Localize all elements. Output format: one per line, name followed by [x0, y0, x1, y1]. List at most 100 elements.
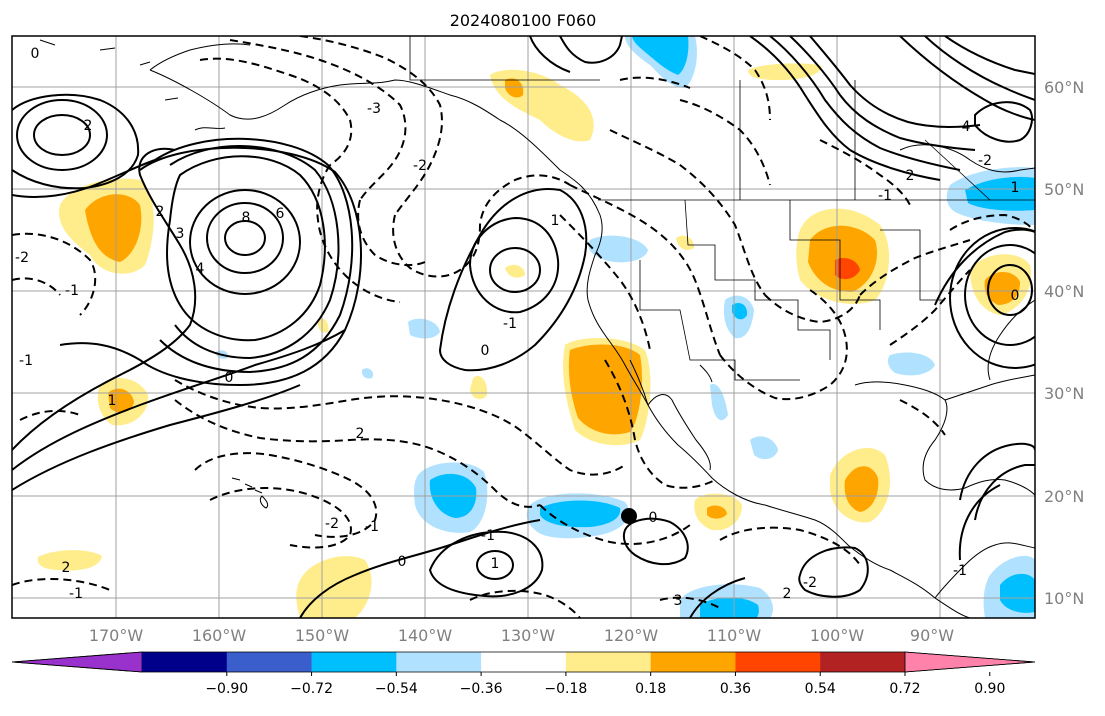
colorbar-tick-label: −0.18	[544, 681, 587, 697]
contour-value-label: 1	[491, 556, 500, 572]
contour-value-label: -1	[365, 519, 379, 535]
negative-contours	[12, 36, 1035, 618]
contour-value-label: 3	[176, 226, 185, 242]
contour-value-label: 6	[276, 206, 285, 222]
contour-value-label: -1	[69, 586, 83, 602]
positive-anomaly-core	[568, 344, 642, 435]
positive-anomaly-region	[296, 556, 372, 618]
positive-anomaly-region	[676, 235, 695, 250]
contour-value-label: -3	[367, 101, 381, 117]
lat-label-60n: 60°N	[1044, 78, 1084, 97]
colorbar-tick-label: −0.72	[290, 681, 333, 697]
latitude-labels: 60°N 50°N 40°N 30°N 20°N 10°N	[1044, 78, 1084, 608]
lon-label-150w: 150°W	[295, 626, 350, 645]
contour-value-label: 2	[783, 586, 792, 602]
colorbar-tick-label: −0.54	[375, 681, 418, 697]
map-background	[12, 36, 1035, 618]
shaded-anomalies	[37, 36, 1035, 618]
colorbar-tick-label: 0.36	[720, 681, 751, 697]
lat-label-30n: 30°N	[1044, 384, 1084, 403]
contour-value-label: -2	[15, 250, 29, 266]
colorbar-segment	[565, 652, 652, 672]
positive-anomaly-core	[844, 466, 879, 512]
colorbar-segment	[142, 652, 228, 672]
colorbar-extend-max	[904, 651, 1036, 673]
gridlines	[12, 36, 1035, 618]
lon-label-120w: 120°W	[604, 626, 659, 645]
negative-anomaly-region	[750, 436, 778, 460]
contour-value-label: 1	[108, 393, 117, 409]
positive-anomaly-region	[37, 550, 102, 571]
colorbar-segment	[481, 652, 567, 672]
contour-value-label: 0	[398, 554, 407, 570]
coastlines	[39, 36, 1035, 618]
colorbar-segment	[735, 652, 821, 672]
negative-anomaly-core	[700, 597, 759, 618]
contour-value-label: -1	[19, 353, 33, 369]
storm-center-marker	[621, 508, 637, 524]
contour-value-label: -1	[481, 528, 495, 544]
contour-value-label: 0	[481, 343, 490, 359]
negative-anomaly-region	[887, 352, 935, 376]
negative-anomaly-core	[965, 176, 1035, 211]
positive-anomaly-core	[505, 78, 524, 98]
negative-anomaly-region	[408, 318, 440, 339]
lon-label-100w: 100°W	[810, 626, 865, 645]
contour-value-label: -1	[503, 316, 517, 332]
negative-anomaly-region	[361, 368, 374, 379]
lat-label-40n: 40°N	[1044, 282, 1084, 301]
colorbar-tick-label: 0.18	[635, 681, 666, 697]
lon-label-160w: 160°W	[192, 626, 247, 645]
colorbar-extend-min	[11, 651, 143, 673]
colorbar-tick-label: −0.36	[460, 681, 503, 697]
lon-label-90w: 90°W	[910, 626, 954, 645]
negative-anomaly-region	[588, 235, 648, 263]
positive-anomaly-core	[984, 271, 1020, 305]
negative-anomaly-core	[732, 303, 748, 320]
contour-value-label: 2	[62, 560, 71, 576]
colorbar-labels: −0.90 −0.72 −0.54 −0.36 −0.18 0.18 0.36 0.54 0.7…	[205, 672, 1005, 697]
positive-anomaly-region	[748, 63, 822, 80]
positive-anomaly-core	[707, 505, 727, 519]
colorbar-tick-label: 0.90	[974, 681, 1005, 697]
contour-value-label: 2	[356, 426, 365, 442]
lat-label-20n: 20°N	[1044, 487, 1084, 506]
contour-value-label: 0	[31, 46, 40, 62]
contour-value-label: 2	[156, 204, 165, 220]
contour-value-label: -1	[65, 283, 79, 299]
contour-value-label: -1	[953, 563, 967, 579]
contour-value-label: -2	[803, 575, 817, 591]
lat-label-10n: 10°N	[1044, 589, 1084, 608]
positive-contours	[12, 36, 1035, 618]
contour-value-label: 1	[551, 213, 560, 229]
positive-anomaly-core	[108, 388, 134, 413]
contour-value-label: 0	[649, 510, 658, 526]
colorbar-segment	[396, 652, 482, 672]
negative-anomaly-core	[632, 36, 689, 75]
contour-value-label: -2	[325, 516, 339, 532]
contour-value-label: -1	[878, 188, 892, 204]
contour-value-label: -2	[413, 158, 427, 174]
contour-value-label: 4	[196, 261, 205, 277]
contour-value-label: -2	[978, 153, 992, 169]
contour-value-label: 0	[1011, 288, 1020, 304]
positive-anomaly-peak	[835, 258, 860, 280]
longitude-labels: 170°W 160°W 150°W 140°W 130°W 120°W 110°…	[89, 626, 954, 645]
contour-value-label: 3	[674, 593, 683, 609]
colorbar-tick-label: 0.54	[805, 681, 836, 697]
contour-value-label: 4	[962, 119, 971, 135]
contour-labels: 02-2-18 6432-3-21-102-10-2-1012-10-11-223…	[15, 46, 1019, 609]
contour-value-label: 1	[1011, 180, 1020, 196]
colorbar-segment	[311, 652, 397, 672]
colorbar	[11, 651, 1036, 673]
lon-label-130w: 130°W	[501, 626, 556, 645]
contour-value-label: 8	[242, 210, 251, 226]
positive-anomaly-core	[85, 194, 142, 262]
contour-value-label: 0	[225, 370, 234, 386]
negative-anomaly-core	[1000, 573, 1035, 613]
colorbar-tick-label: −0.90	[205, 681, 248, 697]
colorbar-segment	[650, 652, 736, 672]
contour-value-label: 2	[84, 118, 93, 134]
